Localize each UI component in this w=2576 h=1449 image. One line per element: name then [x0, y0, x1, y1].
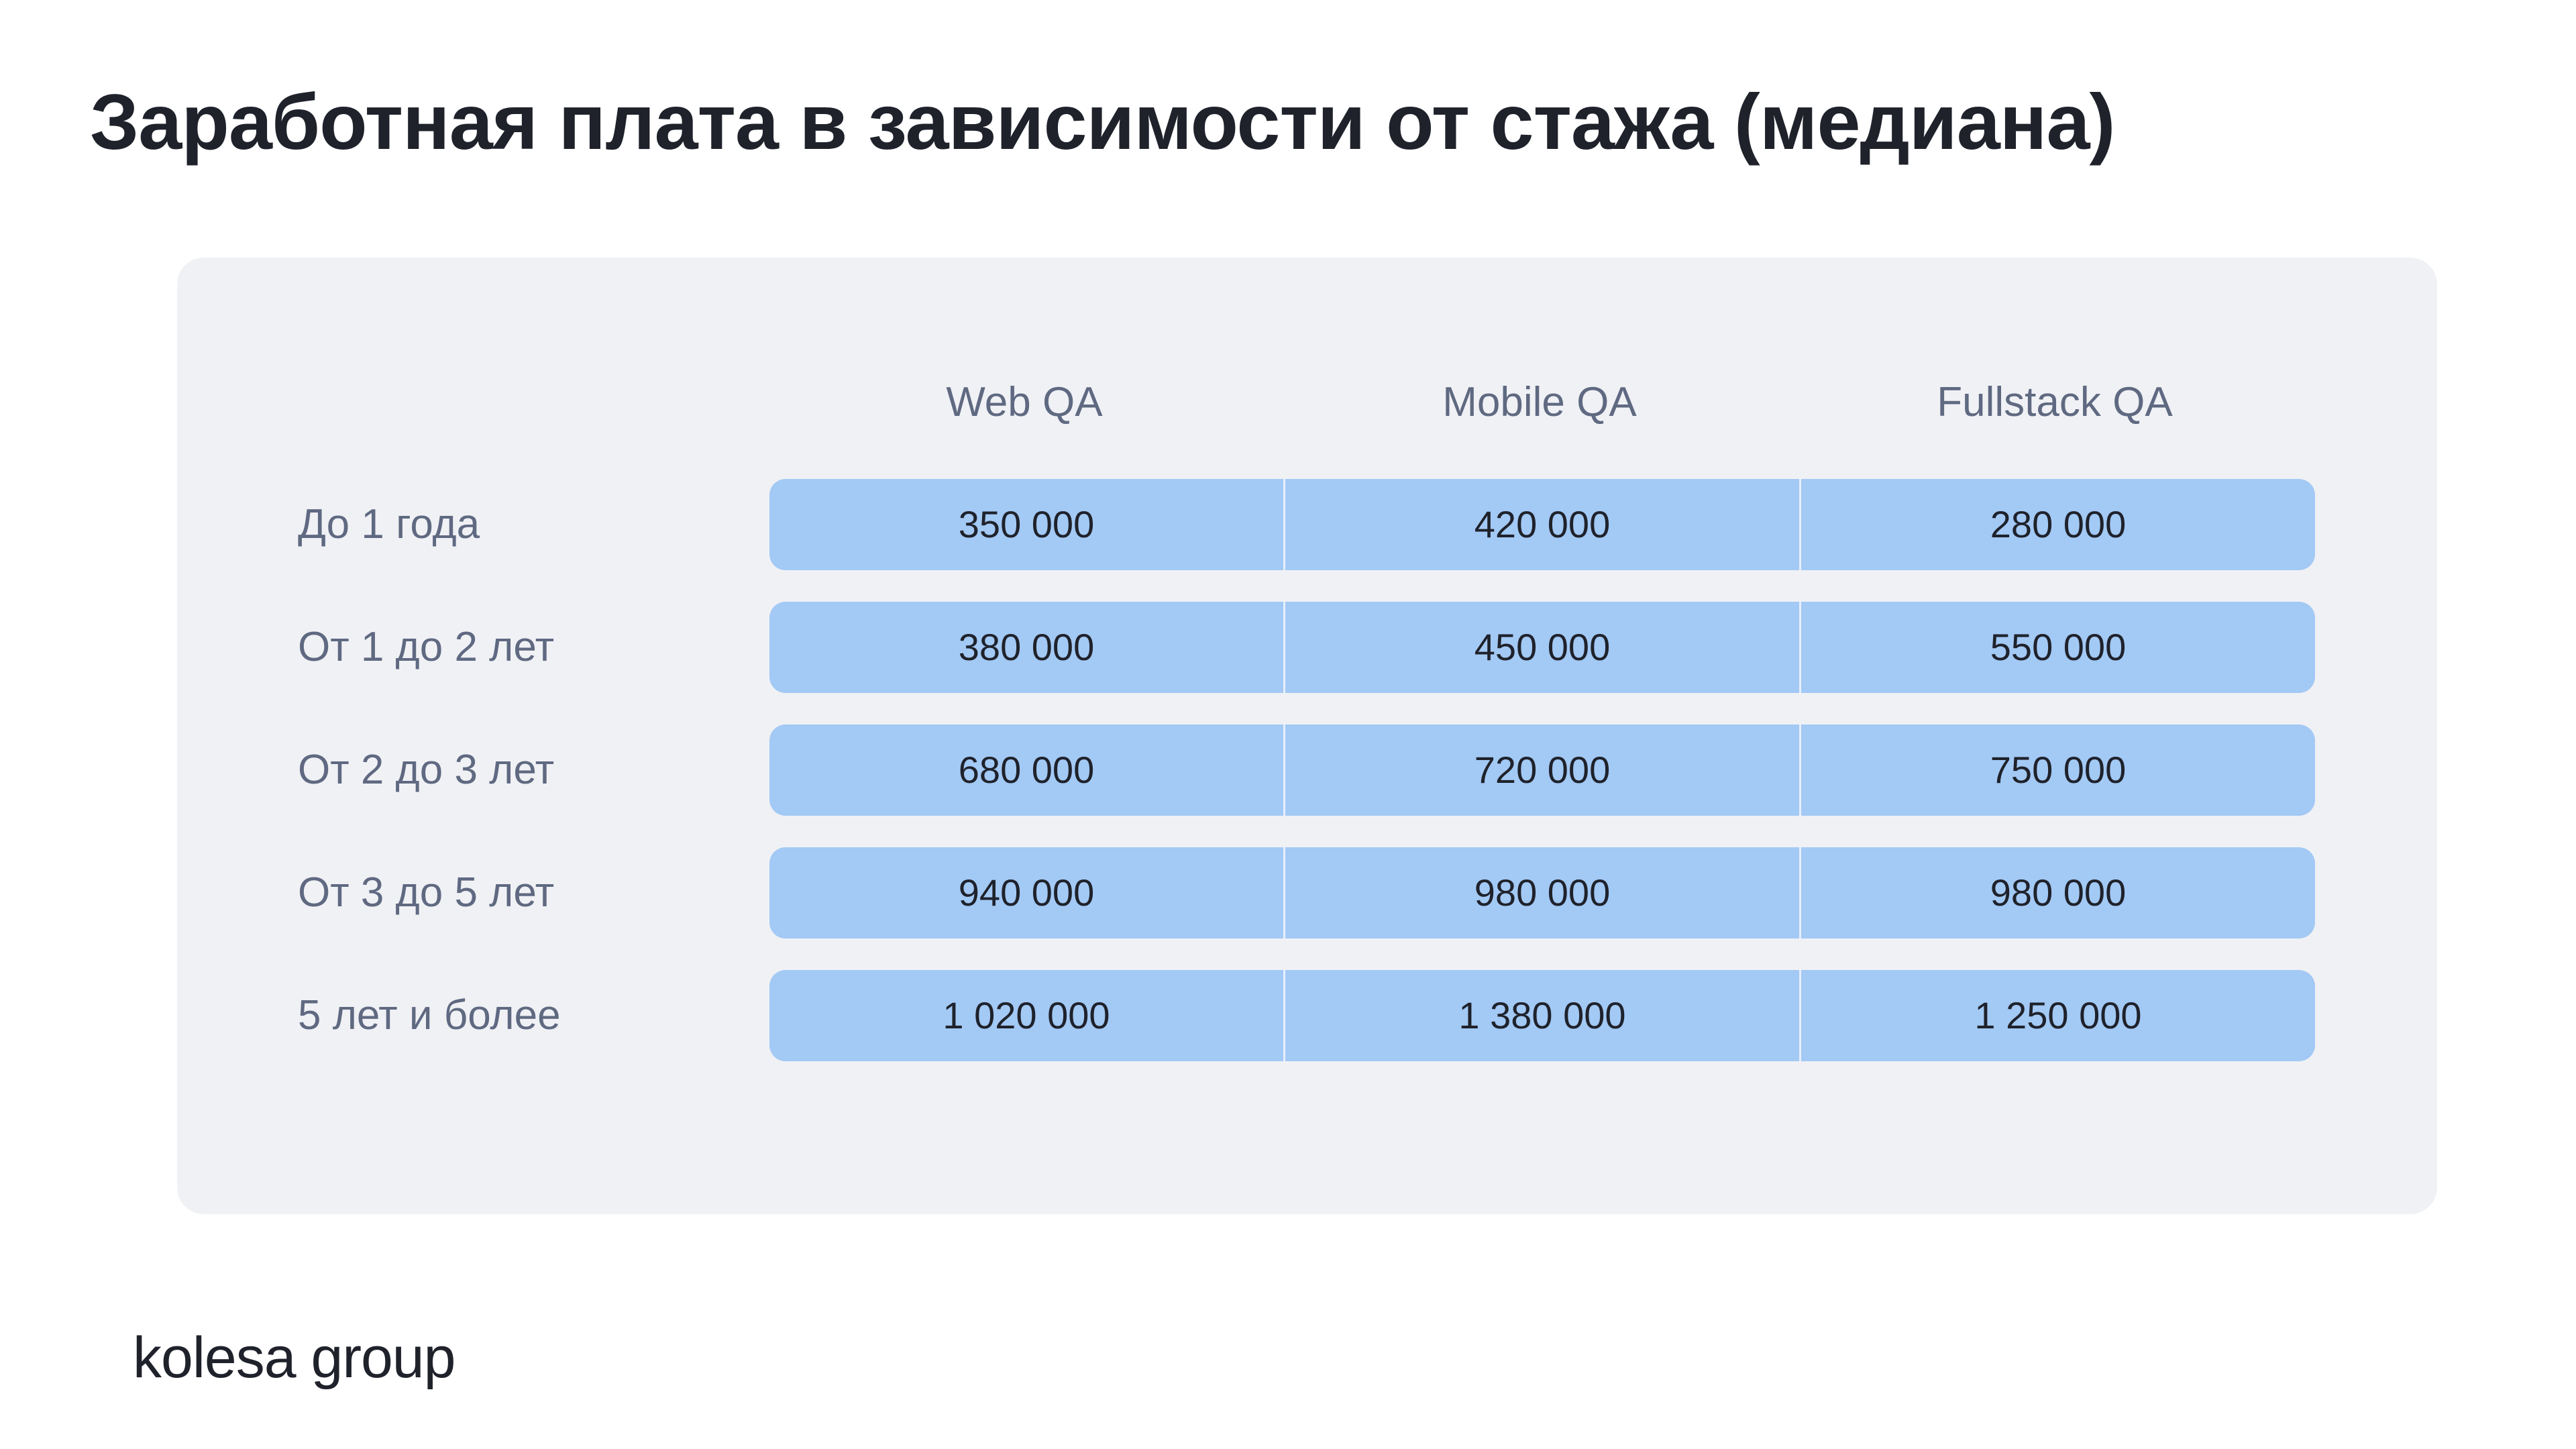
- table-row: 940 000 980 000 980 000: [769, 847, 2315, 938]
- table-cell: 420 000: [1283, 479, 1799, 570]
- column-header-fullstack-qa: Fullstack QA: [1937, 379, 2173, 425]
- table-cell: 1 380 000: [1283, 970, 1799, 1061]
- table-cell: 980 000: [1799, 847, 2315, 938]
- column-header-web-qa: Web QA: [946, 379, 1103, 425]
- table-cell: 350 000: [958, 503, 1095, 545]
- table-cell: 450 000: [1283, 602, 1799, 693]
- row-label: До 1 года: [298, 501, 480, 547]
- table-row: 380 000 450 000 550 000: [769, 602, 2315, 693]
- table-cell: 720 000: [1283, 724, 1799, 816]
- column-header-mobile-qa: Mobile QA: [1442, 379, 1637, 425]
- table-cell: 980 000: [1283, 847, 1799, 938]
- page-title: Заработная плата в зависимости от стажа …: [90, 78, 2115, 166]
- table-row: 350 000 420 000 280 000: [769, 479, 2315, 570]
- table-cell: 680 000: [958, 749, 1095, 791]
- row-label: От 2 до 3 лет: [298, 747, 555, 793]
- table-cell: 1 250 000: [1799, 970, 2315, 1061]
- table-cell: 280 000: [1799, 479, 2315, 570]
- table-cell: 550 000: [1799, 602, 2315, 693]
- row-label: 5 лет и более: [298, 992, 561, 1038]
- table-row: 1 020 000 1 380 000 1 250 000: [769, 970, 2315, 1061]
- row-label: От 1 до 2 лет: [298, 624, 555, 670]
- table-row: 680 000 720 000 750 000: [769, 724, 2315, 816]
- kolesa-group-logo: kolesa group: [133, 1326, 455, 1390]
- table-cell: 750 000: [1799, 724, 2315, 816]
- table-cell: 380 000: [958, 626, 1095, 668]
- row-label: От 3 до 5 лет: [298, 869, 555, 916]
- table-cell: 1 020 000: [943, 994, 1110, 1036]
- table-cell: 940 000: [958, 871, 1095, 914]
- salary-table-card: Web QA Mobile QA Fullstack QA До 1 года …: [177, 258, 2437, 1214]
